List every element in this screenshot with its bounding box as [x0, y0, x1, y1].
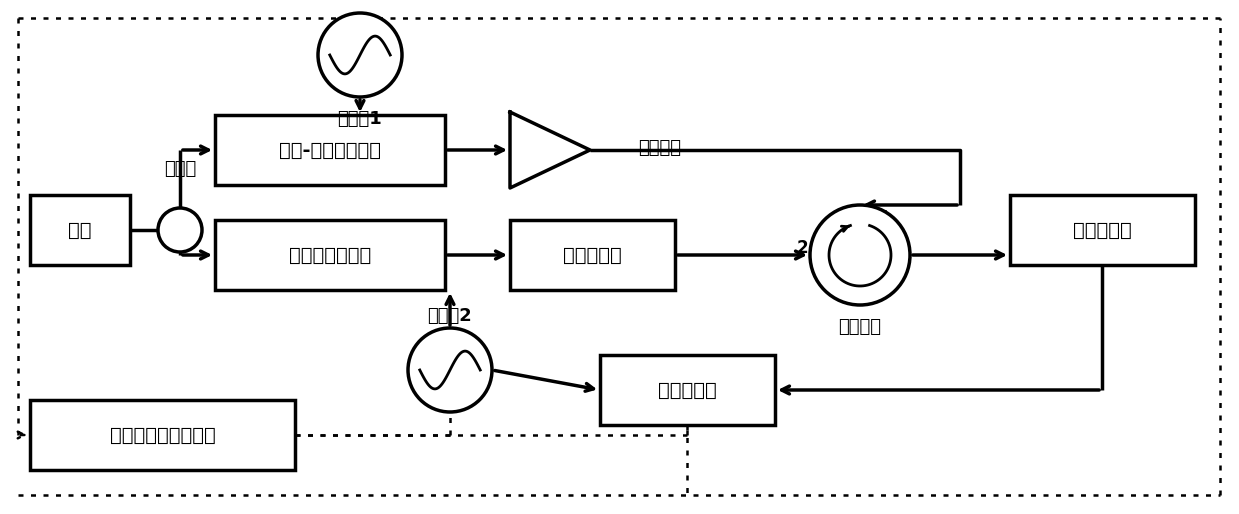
- Text: 光电探测器: 光电探测器: [1073, 221, 1132, 240]
- FancyBboxPatch shape: [216, 220, 445, 290]
- Circle shape: [408, 328, 492, 412]
- FancyBboxPatch shape: [30, 195, 130, 265]
- Circle shape: [318, 13, 401, 97]
- Text: 2: 2: [797, 239, 808, 257]
- Text: 微波源2: 微波源2: [427, 307, 472, 325]
- Text: 光放大器: 光放大器: [638, 139, 681, 157]
- Circle shape: [159, 208, 202, 252]
- Text: 1: 1: [878, 209, 890, 227]
- FancyBboxPatch shape: [1010, 195, 1194, 265]
- FancyBboxPatch shape: [216, 115, 445, 185]
- Text: 布里渊介质: 布里渊介质: [563, 246, 622, 265]
- FancyBboxPatch shape: [600, 355, 776, 425]
- Circle shape: [810, 205, 909, 305]
- Text: 分束器: 分束器: [164, 160, 196, 178]
- Text: 光源: 光源: [68, 221, 92, 240]
- Text: 控制及数据处理单元: 控制及数据处理单元: [109, 426, 216, 445]
- Text: 3: 3: [882, 279, 893, 297]
- Polygon shape: [510, 112, 590, 188]
- Text: 待测电光调制器: 待测电光调制器: [289, 246, 372, 265]
- FancyBboxPatch shape: [30, 400, 295, 470]
- Text: 幅相接收机: 幅相接收机: [658, 380, 717, 399]
- Text: 光环形器: 光环形器: [839, 318, 881, 336]
- FancyBboxPatch shape: [510, 220, 675, 290]
- Text: 马赫-曾德尔调制器: 马赫-曾德尔调制器: [279, 140, 382, 159]
- Text: 微波源1: 微波源1: [337, 110, 383, 128]
